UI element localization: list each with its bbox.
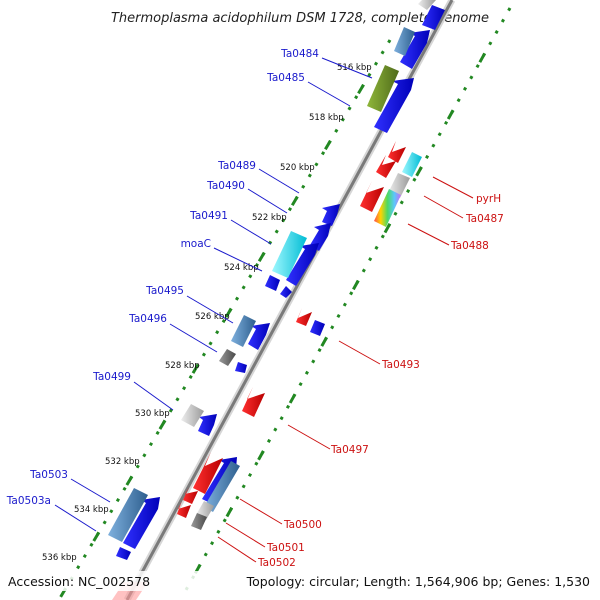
reverse-genes xyxy=(112,141,406,600)
genome-summary-text: Topology: circular; Length: 1,564,906 bp… xyxy=(246,574,590,589)
gene-forward-6 xyxy=(286,243,319,286)
kbp-tick-520: 520 kbp xyxy=(280,163,315,173)
gene-label-ta0493: Ta0493 xyxy=(381,359,420,371)
outer-tick-ring xyxy=(184,7,512,591)
gene-label-ta0497: Ta0497 xyxy=(330,444,369,456)
gene-label-ta0499: Ta0499 xyxy=(92,371,131,383)
gene-cyan-2 xyxy=(272,231,307,278)
gene-label-ta0489: Ta0489 xyxy=(217,160,256,172)
kbp-tick-528: 528 kbp xyxy=(165,361,200,371)
reverse-gene-labels: pyrH Ta0487 Ta0488 Ta0493 Ta0497 Ta0500 … xyxy=(257,193,504,569)
gene-label-ta0502: Ta0502 xyxy=(257,557,296,569)
gene-steel-3 xyxy=(204,461,240,512)
gene-reverse-3 xyxy=(360,181,384,212)
gene-forward-14 xyxy=(310,320,325,336)
gene-reverse-5 xyxy=(242,387,265,417)
gene-label-ta0485: Ta0485 xyxy=(266,72,305,84)
gene-label-ta0501: Ta0501 xyxy=(266,542,305,554)
gene-dark-2 xyxy=(191,513,207,530)
forward-gene-labels: Ta0484 Ta0485 Ta0489 Ta0490 Ta0491 moaC … xyxy=(6,48,320,507)
gene-forward-11 xyxy=(198,414,217,436)
kbp-tick-536: 536 kbp xyxy=(42,553,77,563)
gene-label-ta0495: Ta0495 xyxy=(145,285,184,297)
gene-forward-13 xyxy=(116,547,131,560)
kbp-tick-522: 522 kbp xyxy=(252,213,287,223)
kbp-tick-532: 532 kbp xyxy=(105,457,140,467)
gene-reverse-2 xyxy=(376,155,396,178)
kbp-tick-526: 526 kbp xyxy=(195,312,230,322)
kbp-tick-518: 518 kbp xyxy=(309,113,344,123)
other-genes xyxy=(108,0,436,542)
gene-forward-4 xyxy=(322,204,340,226)
gene-label-moac: moaC xyxy=(181,238,211,250)
gene-cyan-1 xyxy=(402,152,422,177)
gene-olive xyxy=(367,65,399,112)
gene-label-ta0484: Ta0484 xyxy=(280,48,319,60)
gene-silver-top xyxy=(418,0,436,10)
gene-label-pyrh: pyrH xyxy=(476,193,501,205)
accession-text: Accession: NC_002578 xyxy=(8,574,150,589)
gene-reverse-6 xyxy=(193,452,223,494)
footer: Accession: NC_002578 Topology: circular;… xyxy=(0,571,600,591)
gene-forward-1 xyxy=(422,5,445,30)
gene-reverse-8 xyxy=(177,501,191,518)
gene-forward-12 xyxy=(123,497,160,549)
gene-forward-10 xyxy=(235,362,247,373)
kbp-tick-534: 534 kbp xyxy=(74,505,109,515)
gene-reverse-7 xyxy=(183,487,198,504)
gene-forward-3 xyxy=(374,78,414,133)
gene-label-ta0491: Ta0491 xyxy=(189,210,228,222)
gene-forward-7 xyxy=(265,275,280,291)
gene-label-ta0496: Ta0496 xyxy=(128,313,167,325)
gene-forward-2 xyxy=(400,30,430,69)
kbp-tick-524: 524 kbp xyxy=(224,263,259,273)
gene-reverse-4 xyxy=(296,308,312,326)
gene-multicolor xyxy=(374,189,401,227)
gene-reverse-1 xyxy=(388,141,406,163)
label-connectors xyxy=(54,57,474,563)
gene-steel-4 xyxy=(108,488,148,542)
gene-dark-1 xyxy=(219,349,236,366)
kbp-tick-530: 530 kbp xyxy=(135,409,170,419)
gene-silver-2 xyxy=(181,404,204,427)
gene-steel-1 xyxy=(394,27,415,56)
gene-label-ta0503a: Ta0503a xyxy=(6,495,51,507)
gene-forward-9 xyxy=(248,323,270,350)
gene-forward-8 xyxy=(280,286,292,298)
gene-label-ta0488: Ta0488 xyxy=(450,240,489,252)
forward-genes xyxy=(116,5,445,560)
gene-label-ta0487: Ta0487 xyxy=(465,213,504,225)
gene-label-ta0490: Ta0490 xyxy=(206,180,245,192)
gene-steel-2 xyxy=(231,315,256,347)
kbp-tick-516: 516 kbp xyxy=(337,63,372,73)
map-title: Thermoplasma acidophilum DSM 1728, compl… xyxy=(111,11,489,26)
gene-label-ta0500: Ta0500 xyxy=(283,519,322,531)
kbp-ruler: 516 kbp 518 kbp 520 kbp 522 kbp 524 kbp … xyxy=(42,63,372,563)
gene-label-ta0503: Ta0503 xyxy=(29,469,68,481)
